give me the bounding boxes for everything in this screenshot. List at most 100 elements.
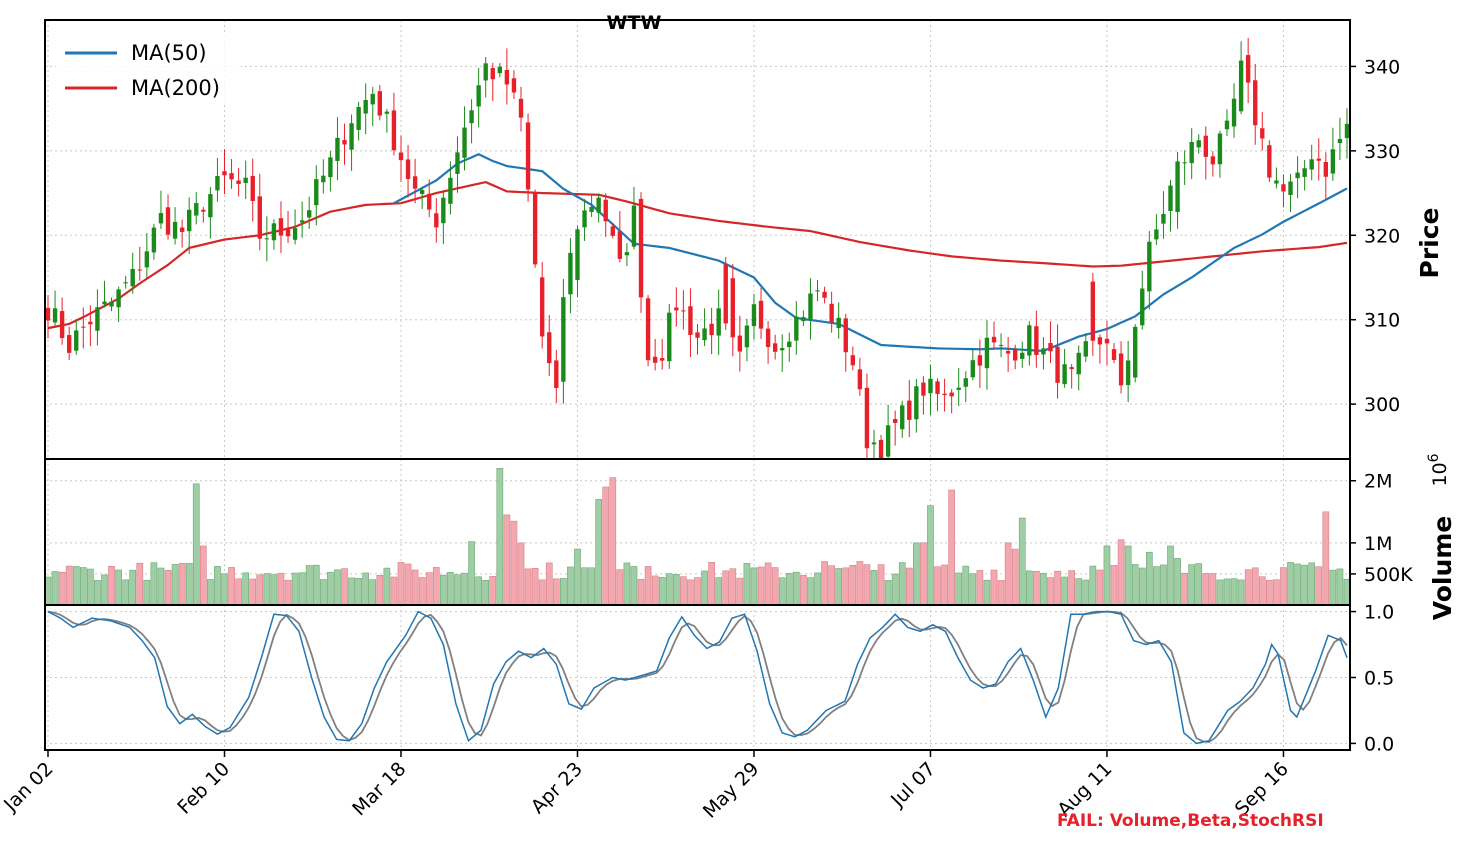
candle [45, 295, 51, 339]
price-y-ticks: 300 310 320 330 340 [1350, 56, 1400, 416]
volume-bar [828, 565, 835, 606]
volume-bar [1117, 539, 1125, 606]
candle [525, 113, 531, 202]
legend-entry-ma200: MA(200) [131, 76, 220, 100]
volume-bar [1096, 569, 1104, 606]
volume-bar [157, 567, 165, 606]
volume-bar [835, 568, 843, 606]
candle [758, 287, 764, 339]
volume-bar [404, 563, 412, 606]
volume-bar [1153, 566, 1160, 606]
candle [1140, 270, 1145, 330]
stochrsi-tick-label: 1.0 [1364, 602, 1394, 624]
volume-bar [319, 579, 327, 606]
volume-bar [362, 572, 370, 606]
volume-bar [1258, 576, 1266, 606]
volume-bar [122, 579, 129, 606]
volume-bar [976, 570, 984, 606]
volume-bar [440, 574, 447, 606]
volume-bar [1167, 545, 1174, 606]
candle [772, 334, 778, 360]
candle [1302, 160, 1307, 191]
volume-bar [1301, 564, 1308, 606]
volume-bar [983, 579, 991, 606]
candle [52, 290, 58, 326]
volume-bar [341, 568, 348, 606]
candle [850, 346, 856, 371]
volume-bar [58, 571, 66, 606]
candle [504, 48, 510, 105]
volume-bar [1011, 548, 1019, 606]
volume-bar [997, 580, 1005, 606]
candle [1027, 321, 1032, 366]
volume-bar [1216, 579, 1224, 606]
candle [335, 117, 340, 181]
volume-bar [708, 562, 715, 606]
volume-bar [651, 575, 659, 606]
volume-bar [383, 567, 391, 606]
candle [419, 186, 425, 209]
candle [130, 252, 135, 294]
candle [483, 56, 488, 98]
volume-scale-label: 106 [1426, 453, 1451, 486]
candle [349, 114, 354, 171]
volume-bar [757, 566, 765, 606]
candle [780, 334, 785, 372]
volume-bar [277, 572, 285, 606]
volume-bar [1280, 567, 1287, 606]
price-panel: 300 310 320 330 340 WTW Price MA(50) MA(200) [44, 12, 1444, 460]
volume-bar [701, 570, 708, 606]
candle [617, 211, 623, 263]
volume-bar [800, 575, 807, 606]
volume-bar [630, 566, 638, 606]
volume-bar [863, 564, 871, 606]
candlesticks [45, 37, 1350, 460]
candle [1323, 152, 1329, 200]
volume-bar [1075, 578, 1083, 606]
candle [1161, 191, 1166, 239]
candle [984, 320, 990, 390]
volume-bar [1004, 542, 1012, 606]
volume-bar [1061, 576, 1068, 606]
candle [66, 326, 72, 361]
candle [1253, 63, 1258, 145]
volume-bar [305, 565, 313, 606]
volume-bar [1089, 565, 1097, 606]
volume-bar [411, 569, 419, 606]
volume-bar [948, 489, 955, 606]
volume-bar [1308, 562, 1316, 606]
candle [412, 158, 418, 204]
volume-bar [793, 571, 800, 606]
candle [1154, 214, 1159, 246]
volume-tick-label: 500K [1364, 564, 1413, 586]
price-tick-label: 330 [1364, 141, 1400, 163]
candle [885, 404, 891, 459]
volume-bar [567, 566, 574, 606]
stochrsi-tick-label: 0.5 [1364, 668, 1394, 690]
moving-averages [47, 153, 1348, 353]
volume-bar [432, 567, 440, 606]
candle [243, 160, 248, 200]
volume-bars [44, 468, 1351, 606]
volume-bar [920, 542, 927, 606]
candle [631, 186, 637, 250]
candle [723, 257, 728, 330]
candle [511, 70, 517, 100]
candle [539, 262, 545, 349]
candle [638, 192, 644, 313]
volume-bar [1054, 570, 1061, 606]
candle [928, 364, 933, 415]
volume-bar [729, 568, 737, 606]
candle [455, 136, 460, 193]
volume-bar [489, 576, 497, 606]
volume-bar [355, 577, 362, 606]
volume-bar [79, 567, 87, 606]
volume-bar [898, 562, 906, 606]
candle [299, 201, 305, 238]
candle [681, 290, 686, 330]
candle [172, 207, 178, 245]
candle [991, 321, 997, 349]
volume-bar [524, 568, 532, 606]
stochrsi-y-ticks: 0.0 0.5 1.0 [1350, 602, 1394, 755]
candle [307, 196, 312, 229]
